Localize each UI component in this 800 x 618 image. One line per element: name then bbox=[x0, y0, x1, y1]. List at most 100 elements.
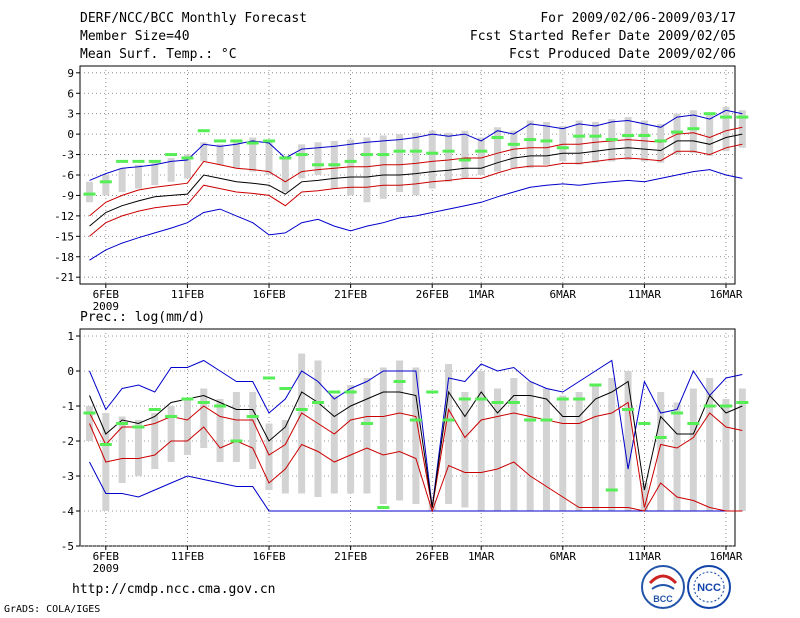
bcc-logo: BCC bbox=[641, 565, 685, 609]
y-tick-label: -3 bbox=[61, 470, 74, 483]
spread-box bbox=[706, 378, 714, 511]
spread-box bbox=[575, 120, 583, 165]
spread-box bbox=[102, 175, 110, 196]
y-tick-label: 6 bbox=[67, 87, 74, 100]
y-tick-label: 3 bbox=[67, 108, 74, 121]
variable-label: Mean Surf. Temp.: °C bbox=[80, 47, 237, 62]
plot-frame bbox=[79, 328, 736, 547]
upper-spread-line bbox=[89, 401, 743, 508]
spread-box bbox=[494, 388, 502, 511]
source-url: http://cmdp.ncc.cma.gov.cn bbox=[72, 582, 276, 597]
spread-box bbox=[542, 121, 550, 165]
spread-box bbox=[477, 137, 485, 175]
spread-box bbox=[412, 132, 420, 196]
spread-box bbox=[232, 392, 240, 462]
x-tick-label: 11FEB bbox=[171, 550, 204, 563]
year-label: 2009 bbox=[93, 562, 120, 575]
spread-box bbox=[624, 371, 632, 511]
spread-box bbox=[200, 142, 208, 162]
y-tick-label: -4 bbox=[61, 505, 75, 518]
spread-box bbox=[363, 137, 371, 203]
spread-box bbox=[298, 144, 306, 179]
x-tick-label: 6FEB bbox=[93, 288, 120, 301]
spread-box bbox=[477, 371, 485, 511]
y-tick-label: -2 bbox=[61, 435, 74, 448]
bcc-logo-text: BCC bbox=[653, 594, 673, 604]
lower-spread-line bbox=[89, 423, 743, 513]
spread-box bbox=[379, 367, 387, 504]
spread-box bbox=[363, 378, 371, 494]
spread-box bbox=[445, 364, 453, 504]
y-tick-label: 9 bbox=[67, 67, 74, 80]
spread-box bbox=[167, 157, 175, 182]
spread-box bbox=[526, 381, 534, 511]
x-tick-label: 26FEB bbox=[416, 288, 449, 301]
spread-box bbox=[657, 392, 665, 511]
spread-box bbox=[689, 388, 697, 511]
forecast-period: For 2009/02/06-2009/03/17 bbox=[540, 11, 736, 26]
spread-box bbox=[461, 130, 469, 179]
lower-spread-line bbox=[89, 143, 743, 237]
start-date: Fcst Started Refer Date 2009/02/05 bbox=[469, 29, 736, 44]
spread-box bbox=[216, 399, 224, 462]
spread-box bbox=[200, 388, 208, 448]
y-tick-label: -6 bbox=[61, 169, 74, 182]
spread-box bbox=[445, 132, 453, 182]
spread-box bbox=[559, 395, 567, 511]
y-tick-label: 0 bbox=[67, 128, 74, 141]
spread-box bbox=[86, 181, 93, 203]
spread-box bbox=[151, 161, 159, 186]
x-tick-label: 6MAR bbox=[550, 550, 577, 563]
spread-box bbox=[461, 392, 469, 508]
ensemble-min-line bbox=[89, 169, 743, 261]
spread-box bbox=[134, 164, 142, 189]
spread-box bbox=[265, 423, 273, 490]
produced-date: Fcst Produced Date 2009/02/06 bbox=[509, 47, 736, 62]
spread-box bbox=[575, 392, 583, 511]
spread-box bbox=[249, 392, 257, 469]
ensemble-max-line bbox=[89, 109, 743, 181]
ensemble-min-line bbox=[89, 461, 743, 512]
spread-box bbox=[298, 353, 306, 494]
x-tick-label: 11MAR bbox=[628, 288, 661, 301]
spread-box bbox=[494, 127, 502, 172]
spread-box bbox=[118, 416, 126, 483]
y-tick-label: 1 bbox=[67, 330, 74, 343]
spread-box bbox=[738, 110, 746, 148]
spread-box bbox=[281, 155, 289, 193]
spread-box bbox=[706, 115, 714, 156]
y-tick-label: -9 bbox=[61, 189, 74, 202]
y-tick-label: -21 bbox=[54, 271, 74, 284]
spread-box bbox=[330, 395, 338, 494]
spread-box bbox=[167, 406, 175, 462]
x-tick-label: 6FEB bbox=[93, 550, 120, 563]
spread-box bbox=[183, 154, 191, 179]
spread-box bbox=[624, 117, 632, 161]
spread-box bbox=[118, 168, 126, 193]
chart-title: DERF/NCC/BCC Monthly Forecast bbox=[80, 11, 307, 26]
spread-box bbox=[722, 106, 730, 152]
spread-box bbox=[673, 402, 681, 511]
spread-box bbox=[689, 110, 697, 154]
x-tick-label: 11FEB bbox=[171, 288, 204, 301]
spread-box bbox=[542, 388, 550, 511]
y-tick-label: -12 bbox=[54, 210, 74, 223]
ncc-logo-text: NCC bbox=[697, 582, 721, 594]
x-tick-label: 16FEB bbox=[252, 550, 285, 563]
logos: BCC NCC bbox=[641, 565, 731, 609]
spread-box bbox=[134, 420, 142, 476]
spread-box bbox=[640, 483, 648, 511]
spread-box bbox=[216, 144, 224, 165]
x-tick-label: 11MAR bbox=[628, 550, 661, 563]
ensemble-mean-line bbox=[89, 133, 743, 227]
spread-box bbox=[396, 360, 404, 501]
spread-box bbox=[281, 420, 289, 494]
x-tick-label: 21FEB bbox=[334, 288, 367, 301]
y-tick-label: -1 bbox=[61, 400, 74, 413]
x-tick-label: 16MAR bbox=[709, 550, 742, 563]
spread-box bbox=[347, 139, 355, 196]
spread-box bbox=[608, 378, 616, 511]
x-tick-label: 21FEB bbox=[334, 550, 367, 563]
spread-box bbox=[379, 135, 387, 199]
